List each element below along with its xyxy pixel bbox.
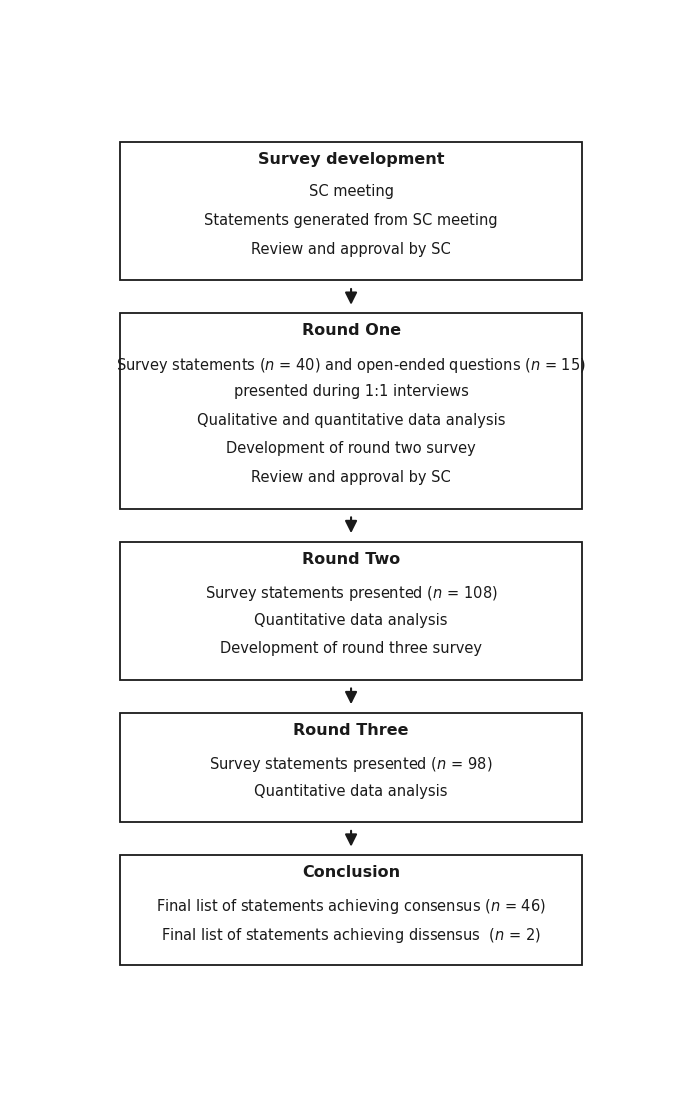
Text: presented during 1:1 interviews: presented during 1:1 interviews bbox=[234, 385, 469, 399]
Bar bbox=[120, 541, 582, 680]
Text: Conclusion: Conclusion bbox=[302, 865, 400, 880]
Text: Quantitative data analysis: Quantitative data analysis bbox=[254, 784, 448, 799]
Text: Final list of statements achieving dissensus  ($\mathit{n}$ = 2): Final list of statements achieving disse… bbox=[161, 926, 541, 945]
Text: Quantitative data analysis: Quantitative data analysis bbox=[254, 613, 448, 628]
Text: Final list of statements achieving consensus ($\mathit{n}$ = 46): Final list of statements achieving conse… bbox=[156, 898, 546, 916]
Text: SC meeting: SC meeting bbox=[308, 184, 394, 199]
Text: Qualitative and quantitative data analysis: Qualitative and quantitative data analys… bbox=[197, 413, 506, 427]
Bar bbox=[120, 142, 582, 281]
Text: Round One: Round One bbox=[301, 323, 401, 339]
Bar bbox=[120, 313, 582, 509]
Text: Round Two: Round Two bbox=[302, 551, 400, 567]
Text: Survey statements presented ($\mathit{n}$ = 108): Survey statements presented ($\mathit{n}… bbox=[205, 584, 497, 603]
Text: Statements generated from SC meeting: Statements generated from SC meeting bbox=[204, 213, 498, 228]
Bar bbox=[120, 855, 582, 964]
Text: Survey statements presented ($\mathit{n}$ = 98): Survey statements presented ($\mathit{n}… bbox=[210, 755, 493, 774]
Text: Review and approval by SC: Review and approval by SC bbox=[251, 242, 451, 256]
Bar bbox=[120, 712, 582, 822]
Text: Development of round two survey: Development of round two survey bbox=[226, 442, 476, 456]
Text: Development of round three survey: Development of round three survey bbox=[220, 641, 482, 657]
Text: Review and approval by SC: Review and approval by SC bbox=[251, 470, 451, 486]
Text: Round Three: Round Three bbox=[293, 722, 409, 738]
Text: Survey development: Survey development bbox=[258, 152, 445, 168]
Text: Survey statements ($\mathit{n}$ = 40) and open-ended questions ($\mathit{n}$ = 1: Survey statements ($\mathit{n}$ = 40) an… bbox=[116, 355, 586, 375]
